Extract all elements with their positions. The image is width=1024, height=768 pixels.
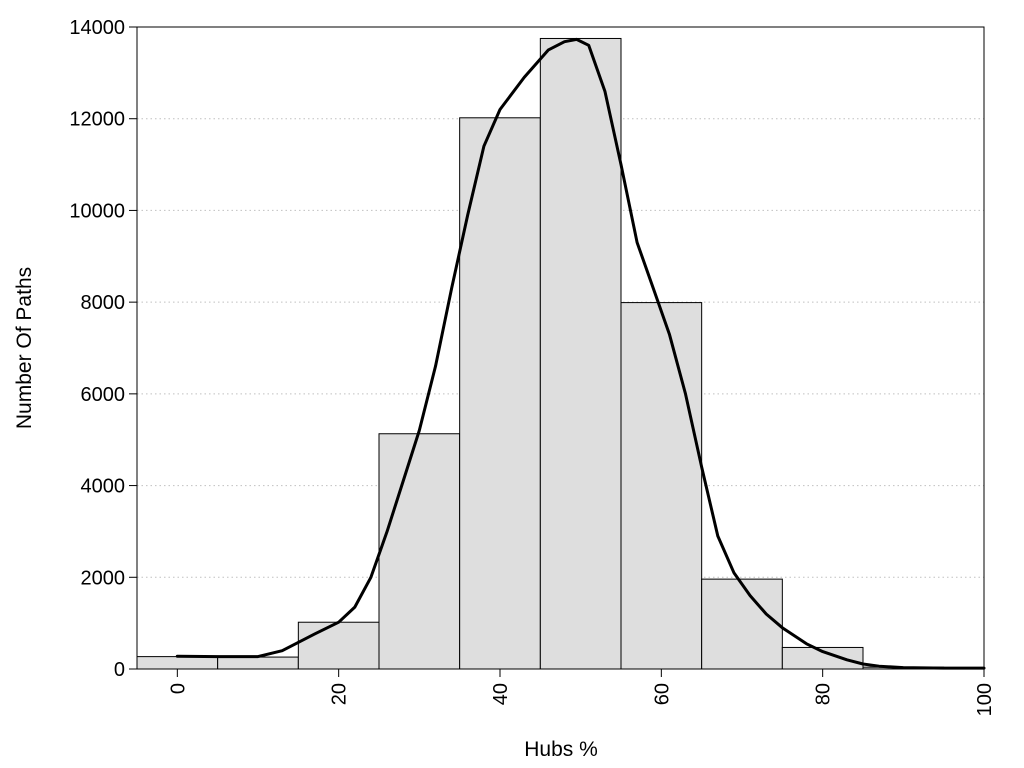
x-tick-label: 100 [974,683,996,716]
y-tick-label: 8000 [81,292,126,314]
histogram-bar [297,621,380,670]
y-tick-label: 14000 [69,17,125,39]
y-tick-label: 0 [114,659,125,681]
x-axis-ticks: 0 20 40 60 80 100 [167,669,996,716]
histogram-bar [136,656,219,670]
histogram-bar [539,37,622,670]
histogram-bar [459,117,541,670]
x-axis-title: Hubs % [524,738,598,761]
histogram-bar [620,302,703,670]
histogram-bars [136,37,945,670]
x-tick-label: 0 [167,683,189,694]
y-axis-ticks: 0 2000 4000 6000 8000 10000 12000 14000 [69,17,137,681]
density-curve [175,37,986,670]
plot-area-frame [136,26,985,670]
histogram-bar [378,433,461,670]
y-axis-title: Number Of Paths [13,267,36,429]
y-tick-label: 2000 [81,567,126,589]
histogram-bar [217,656,299,670]
y-tick-label: 4000 [81,476,126,498]
x-tick-label: 80 [813,683,835,705]
x-tick-label: 60 [651,683,673,705]
x-tick-label: 40 [490,683,512,705]
x-tick-label: 20 [329,683,351,705]
y-tick-label: 6000 [81,384,126,406]
histogram-bar [701,578,783,670]
y-tick-label: 10000 [69,200,125,222]
y-tick-label: 12000 [69,109,125,131]
